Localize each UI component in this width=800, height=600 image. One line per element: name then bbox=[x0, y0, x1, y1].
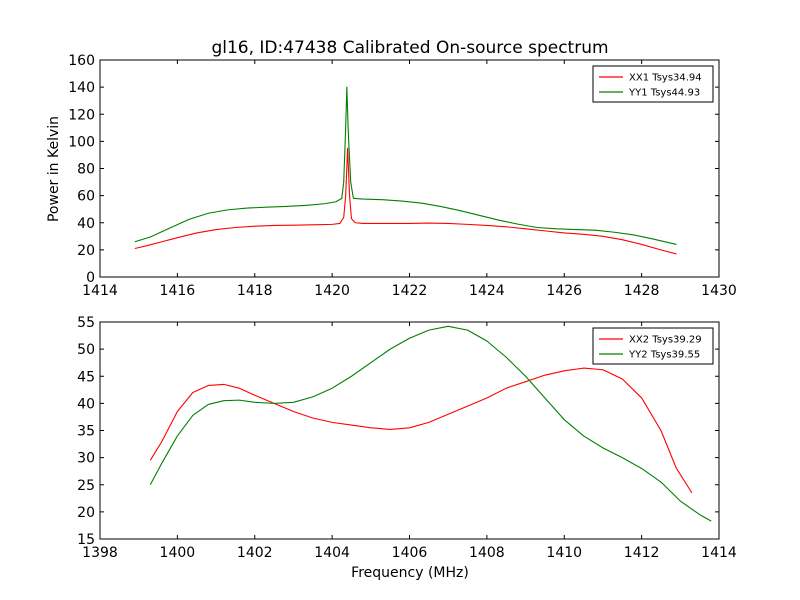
bottom-panel: 1398 1400 1402 1404 1406 1408 1410 1412 1414 15 20… bbox=[77, 315, 737, 561]
bottom-legend-label-2: YY2 Tsys39.55 bbox=[628, 350, 700, 361]
bottom-y-tick-label: 35 bbox=[77, 424, 95, 440]
bottom-x-tick-label: 1412 bbox=[624, 545, 660, 561]
top-x-tick-label: 1420 bbox=[314, 283, 350, 299]
top-legend-label-2: YY1 Tsys44.93 bbox=[628, 88, 700, 99]
top-y-tick-label: 120 bbox=[68, 107, 95, 123]
bottom-y-tick-label: 20 bbox=[77, 505, 95, 521]
bottom-y-tick-label: 25 bbox=[77, 478, 95, 494]
bottom-series-line-2 bbox=[149, 325, 712, 522]
top-x-tick-label: 1422 bbox=[392, 283, 428, 299]
top-y-tick-label: 0 bbox=[86, 270, 95, 286]
bottom-x-tick-label: 1406 bbox=[392, 545, 428, 561]
bottom-x-tick-label: 1400 bbox=[160, 545, 196, 561]
bottom-x-tick-label: 1402 bbox=[237, 545, 273, 561]
top-y-tick-label: 140 bbox=[68, 80, 95, 96]
bottom-x-tick-label: 1410 bbox=[546, 545, 582, 561]
top-y-tick-label: 40 bbox=[77, 216, 95, 232]
top-x-tick-label: 1424 bbox=[469, 283, 505, 299]
top-chart-title: gl16, ID:47438 Calibrated On-source spec… bbox=[211, 38, 608, 58]
top-x-tick-label: 1416 bbox=[160, 283, 196, 299]
top-legend: XX1 Tsys34.94 YY1 Tsys44.93 bbox=[592, 65, 714, 103]
top-series-line-2 bbox=[134, 86, 677, 245]
top-series-line-1 bbox=[134, 147, 677, 255]
bottom-x-tick-label: 1414 bbox=[701, 545, 737, 561]
bottom-legend-box bbox=[592, 327, 714, 365]
top-y-tick-label: 80 bbox=[77, 162, 95, 178]
top-x-tick-label: 1418 bbox=[237, 283, 273, 299]
top-panel: 1414 1416 1418 1420 1422 1424 1426 1428 1430 0 20 4… bbox=[68, 53, 737, 299]
top-y-tick-label: 160 bbox=[68, 53, 95, 69]
top-y-axis-label: Power in Kelvin bbox=[46, 116, 62, 222]
bottom-y-tick-label: 55 bbox=[77, 315, 95, 331]
bottom-x-axis-label: Frequency (MHz) bbox=[351, 565, 469, 581]
bottom-y-tick-label: 45 bbox=[77, 369, 95, 385]
top-y-tick-label: 60 bbox=[77, 189, 95, 205]
top-y-tick-label: 100 bbox=[68, 134, 95, 150]
top-y-tick-label: 20 bbox=[77, 243, 95, 259]
bottom-legend: XX2 Tsys39.29 YY2 Tsys39.55 bbox=[592, 327, 714, 365]
bottom-legend-label-1: XX2 Tsys39.29 bbox=[629, 335, 702, 346]
bottom-x-tick-label: 1398 bbox=[82, 545, 118, 561]
bottom-y-tick-label: 30 bbox=[77, 451, 95, 467]
bottom-y-tick-label: 40 bbox=[77, 396, 95, 412]
top-x-tick-label: 1428 bbox=[624, 283, 660, 299]
top-legend-label-1: XX1 Tsys34.94 bbox=[629, 73, 702, 84]
bottom-y-tick-label: 50 bbox=[77, 342, 95, 358]
top-x-tick-label: 1430 bbox=[701, 283, 737, 299]
bottom-series-line-1 bbox=[149, 367, 693, 494]
top-x-tick-label: 1414 bbox=[82, 283, 118, 299]
top-x-tick-label: 1426 bbox=[546, 283, 582, 299]
bottom-y-tick-label: 15 bbox=[77, 532, 95, 548]
bottom-x-tick-label: 1408 bbox=[469, 545, 505, 561]
bottom-x-tick-label: 1404 bbox=[314, 545, 350, 561]
top-legend-box bbox=[592, 65, 714, 103]
